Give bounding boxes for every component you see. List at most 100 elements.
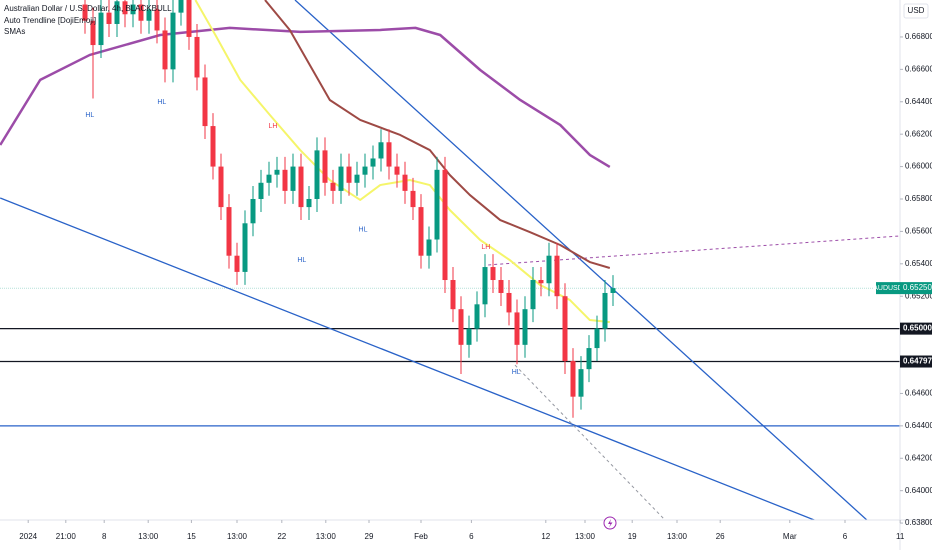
y-tick-label: 0.66200 <box>905 129 932 138</box>
candle-body <box>274 169 280 175</box>
candle-body <box>514 312 520 345</box>
x-tick-label: 6 <box>843 532 848 541</box>
x-tick-label: 13:00 <box>227 532 248 541</box>
candle-body <box>130 4 136 15</box>
candle-body <box>418 207 424 256</box>
candle-body <box>146 9 152 21</box>
candle-body <box>114 1 120 24</box>
y-tick-label: 0.64400 <box>905 97 932 106</box>
candle-body <box>378 142 384 159</box>
y-tick-label: 0.66600 <box>905 64 932 73</box>
candle-body <box>90 20 96 46</box>
candle-body <box>434 169 440 240</box>
pivot-label: LH <box>481 244 490 251</box>
candle-body <box>490 267 496 281</box>
x-tick-label: 13:00 <box>138 532 159 541</box>
pivot-label: HL <box>85 112 94 119</box>
candle-body <box>410 190 416 208</box>
y-tick-label: 0.66000 <box>905 162 932 171</box>
candle-body <box>298 166 304 208</box>
level-tag <box>900 322 932 335</box>
candle-body <box>290 166 296 191</box>
x-tick-label: 19 <box>628 532 637 541</box>
candle-body <box>474 304 480 329</box>
x-tick-label: 12 <box>541 532 550 541</box>
candle-body <box>282 169 288 191</box>
y-tick-label: 0.64200 <box>905 453 932 462</box>
candle-body <box>234 255 240 272</box>
candle-body <box>178 0 184 13</box>
event-icon-glyph <box>608 519 613 528</box>
x-tick-label: 13:00 <box>575 532 596 541</box>
candle-body <box>330 182 336 191</box>
candle-body <box>578 369 584 397</box>
pivot-label: HL <box>512 369 521 376</box>
candle-body <box>242 223 248 272</box>
x-tick-label: 29 <box>365 532 374 541</box>
x-tick-label: 21:00 <box>56 532 77 541</box>
y-tick-label: 0.64000 <box>905 486 932 495</box>
y-tick-label: 0.65200 <box>905 291 932 300</box>
axes: 0.638000.640000.642000.644000.646000.648… <box>19 32 932 541</box>
candle-body <box>82 4 88 21</box>
last-price-tag <box>900 282 932 295</box>
candle-body <box>194 36 200 78</box>
x-tick-label: 26 <box>716 532 725 541</box>
candle-body <box>466 328 472 345</box>
level-tag <box>900 355 932 368</box>
candle-body <box>546 255 552 284</box>
candle-body <box>426 239 432 256</box>
candle-body <box>498 280 504 293</box>
symbol-tag <box>876 282 900 295</box>
y-tick-label: 0.65400 <box>905 259 932 268</box>
trendline <box>294 0 868 520</box>
candle-body <box>554 255 560 297</box>
currency-box[interactable] <box>903 3 929 19</box>
x-tick-label: 8 <box>102 532 107 541</box>
candle-body <box>370 158 376 167</box>
candle-body <box>362 166 368 175</box>
candle-body <box>602 292 608 329</box>
level-label: 0.65000 <box>903 324 932 333</box>
pivot-label: LH <box>269 123 278 130</box>
last-price-label: 0.65250 <box>903 283 932 292</box>
y-tick-label: 0.66800 <box>905 32 932 41</box>
candle-body <box>170 12 176 70</box>
x-tick-label: 13:00 <box>667 532 688 541</box>
candle-body <box>306 198 312 208</box>
candle-body <box>610 288 616 293</box>
y-tick-label: 0.65600 <box>905 227 932 236</box>
candle-body <box>258 182 264 199</box>
candle-body <box>322 150 328 183</box>
candle-body <box>594 328 600 349</box>
pivot-label: HL <box>157 99 166 106</box>
y-tick-label: 0.64400 <box>905 421 932 430</box>
y-tick-label: 0.64600 <box>905 389 932 398</box>
candle-body <box>154 9 160 31</box>
x-tick-label: 2024 <box>19 532 37 541</box>
candle-body <box>538 280 544 284</box>
candle-body <box>186 0 192 37</box>
candle-body <box>202 77 208 127</box>
candle-body <box>266 174 272 183</box>
candle-body <box>338 166 344 191</box>
y-tick-label: 0.65800 <box>905 194 932 203</box>
candle-body <box>394 166 400 175</box>
pivot-label: HL <box>297 257 306 264</box>
indicator-label: Auto Trendline [DojiEmoji] <box>4 16 96 25</box>
candle-body <box>162 30 168 70</box>
indicator-label: SMAs <box>4 27 25 36</box>
candle-body <box>522 309 528 345</box>
price-axis <box>900 0 932 550</box>
candle-body <box>250 198 256 224</box>
moving-average <box>0 26 611 168</box>
x-tick-label: 6 <box>469 532 474 541</box>
y-tick-label: 0.63800 <box>905 518 932 527</box>
candle-body <box>586 348 592 370</box>
candle-body <box>570 361 576 397</box>
x-tick-label: Feb <box>414 532 428 541</box>
candle-body <box>386 142 392 167</box>
candle-body <box>450 280 456 310</box>
currency[interactable]: USD <box>908 6 925 15</box>
